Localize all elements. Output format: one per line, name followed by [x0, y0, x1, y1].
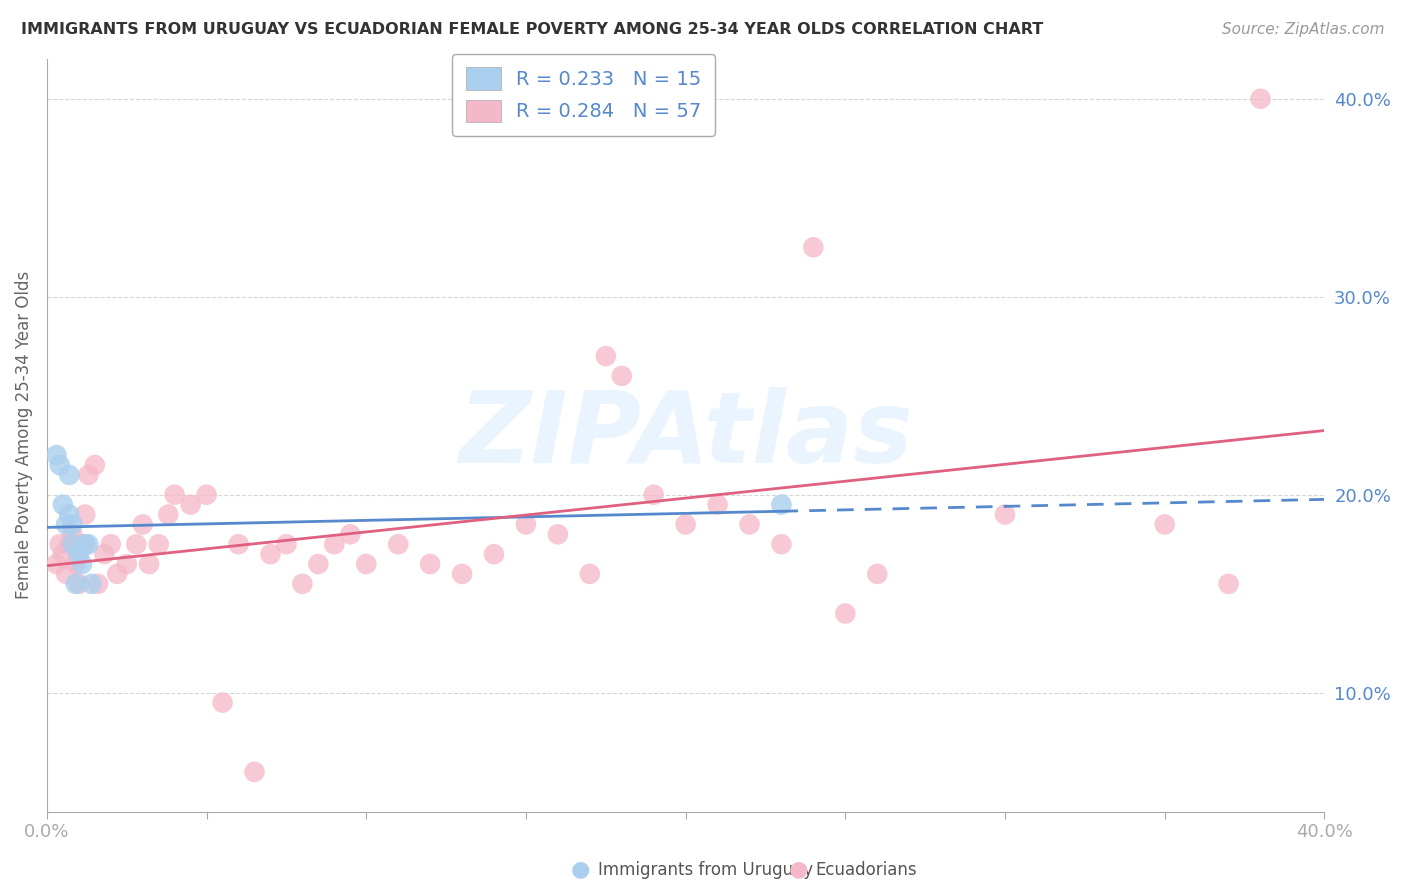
Text: Source: ZipAtlas.com: Source: ZipAtlas.com	[1222, 22, 1385, 37]
Point	[243, 764, 266, 779]
Text: Immigrants from Uruguay: Immigrants from Uruguay	[598, 861, 813, 879]
Point	[866, 566, 889, 581]
Point	[148, 537, 170, 551]
Point	[356, 557, 378, 571]
Text: IMMIGRANTS FROM URUGUAY VS ECUADORIAN FEMALE POVERTY AMONG 25-34 YEAR OLDS CORRE: IMMIGRANTS FROM URUGUAY VS ECUADORIAN FE…	[21, 22, 1043, 37]
Point	[1250, 92, 1272, 106]
Point	[515, 517, 537, 532]
Point	[80, 577, 103, 591]
Text: ●: ●	[789, 860, 808, 880]
Point	[738, 517, 761, 532]
Point	[387, 537, 409, 551]
Point	[45, 448, 67, 462]
Y-axis label: Female Poverty Among 25-34 Year Olds: Female Poverty Among 25-34 Year Olds	[15, 271, 32, 599]
Point	[48, 537, 70, 551]
Point	[70, 557, 93, 571]
Point	[1153, 517, 1175, 532]
Point	[75, 537, 97, 551]
Point	[65, 557, 87, 571]
Point	[70, 537, 93, 551]
Point	[55, 517, 77, 532]
Point	[67, 577, 90, 591]
Point	[83, 458, 105, 472]
Point	[770, 498, 793, 512]
Point	[163, 488, 186, 502]
Point	[48, 458, 70, 472]
Point	[67, 547, 90, 561]
Point	[58, 508, 80, 522]
Point	[1218, 577, 1240, 591]
Point	[307, 557, 329, 571]
Point	[138, 557, 160, 571]
Point	[451, 566, 474, 581]
Point	[482, 547, 505, 561]
Point	[125, 537, 148, 551]
Point	[67, 547, 90, 561]
Point	[706, 498, 728, 512]
Point	[52, 547, 75, 561]
Text: ZIPAtlas: ZIPAtlas	[458, 387, 912, 483]
Point	[87, 577, 110, 591]
Point	[62, 517, 84, 532]
Point	[339, 527, 361, 541]
Point	[131, 517, 153, 532]
Point	[228, 537, 250, 551]
Point	[595, 349, 617, 363]
Point	[291, 577, 314, 591]
Point	[211, 696, 233, 710]
Point	[610, 368, 633, 383]
Point	[52, 498, 75, 512]
Point	[77, 537, 100, 551]
Point	[675, 517, 697, 532]
Point	[770, 537, 793, 551]
Point	[323, 537, 346, 551]
Point	[93, 547, 115, 561]
Point	[195, 488, 218, 502]
Point	[994, 508, 1017, 522]
Point	[62, 537, 84, 551]
Point	[259, 547, 281, 561]
Point	[834, 607, 856, 621]
Point	[115, 557, 138, 571]
Point	[105, 566, 128, 581]
Point	[65, 577, 87, 591]
Text: ●: ●	[571, 860, 591, 880]
Text: Ecuadorians: Ecuadorians	[815, 861, 917, 879]
Point	[62, 527, 84, 541]
Point	[276, 537, 298, 551]
Point	[547, 527, 569, 541]
Point	[75, 508, 97, 522]
Point	[643, 488, 665, 502]
Point	[579, 566, 602, 581]
Point	[100, 537, 122, 551]
Point	[180, 498, 202, 512]
Point	[157, 508, 180, 522]
Point	[45, 557, 67, 571]
Point	[77, 467, 100, 482]
Point	[58, 467, 80, 482]
Point	[803, 240, 825, 254]
Point	[58, 537, 80, 551]
Legend: R = 0.233   N = 15, R = 0.284   N = 57: R = 0.233 N = 15, R = 0.284 N = 57	[451, 54, 716, 136]
Point	[55, 566, 77, 581]
Point	[419, 557, 441, 571]
